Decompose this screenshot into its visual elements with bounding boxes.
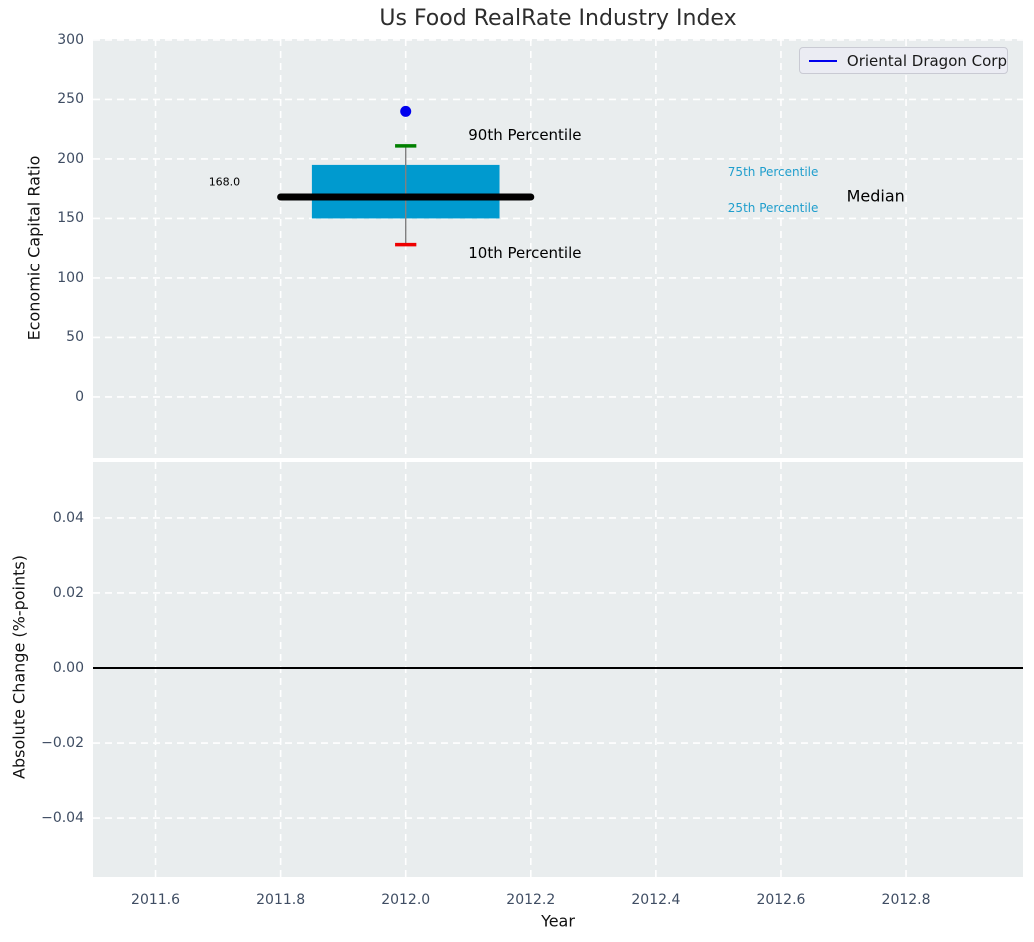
- annotation-median-value: 168.0: [208, 175, 241, 189]
- annotation-90th-percentile: 90th Percentile: [468, 126, 582, 145]
- annotation-median: Median: [846, 186, 905, 206]
- y-tick-label: −0.04: [41, 810, 84, 827]
- y-tick-label: 150: [57, 210, 84, 227]
- y-tick-label: 200: [57, 150, 84, 167]
- x-tick-label: 2012.4: [631, 892, 681, 908]
- chart-title: Us Food RealRate Industry Index: [379, 6, 737, 31]
- annotation-75th-percentile: 75th Percentile: [727, 165, 819, 180]
- y-tick-label: 0.04: [52, 509, 84, 526]
- x-tick-label: 2011.6: [131, 892, 181, 908]
- plot-background-1: [93, 462, 1023, 877]
- x-tick-label: 2011.8: [256, 892, 306, 908]
- legend: Oriental Dragon Corp: [799, 47, 1008, 74]
- plot-background-0: [93, 39, 1023, 458]
- annotation-25th-percentile: 25th Percentile: [727, 200, 819, 215]
- y-tick-label: 100: [57, 269, 84, 286]
- x-tick-label: 2012.8: [881, 892, 931, 908]
- x-tick-label: 2012.2: [506, 892, 556, 908]
- y-axis-label-top: Economic Capital Ratio: [24, 155, 44, 341]
- y-tick-label: 0.02: [52, 584, 84, 601]
- y-tick-label: −0.02: [41, 735, 84, 752]
- y-tick-label: 250: [57, 91, 84, 108]
- company-point: [400, 105, 412, 117]
- y-tick-label: 0.00: [52, 659, 84, 676]
- legend-label: Oriental Dragon Corp: [846, 51, 1007, 70]
- y-tick-label: 300: [57, 31, 84, 48]
- x-tick-label: 2012.0: [381, 892, 431, 908]
- legend-line-icon: [809, 59, 837, 62]
- y-tick-label: 0: [75, 388, 84, 405]
- annotation-10th-percentile: 10th Percentile: [468, 243, 582, 262]
- y-tick-label: 50: [66, 329, 84, 346]
- x-axis-label: Year: [541, 911, 575, 931]
- x-tick-label: 2012.6: [756, 892, 806, 908]
